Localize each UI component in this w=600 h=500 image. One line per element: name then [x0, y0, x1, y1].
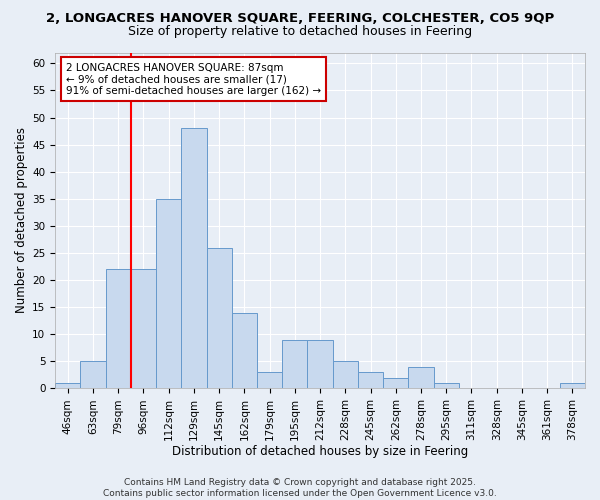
Bar	[282, 340, 307, 388]
Bar	[307, 340, 332, 388]
X-axis label: Distribution of detached houses by size in Feering: Distribution of detached houses by size …	[172, 444, 468, 458]
Bar	[80, 362, 106, 388]
Bar	[181, 128, 206, 388]
Bar	[409, 367, 434, 388]
Bar	[131, 270, 156, 388]
Bar	[332, 362, 358, 388]
Bar	[358, 372, 383, 388]
Text: 2 LONGACRES HANOVER SQUARE: 87sqm
← 9% of detached houses are smaller (17)
91% o: 2 LONGACRES HANOVER SQUARE: 87sqm ← 9% o…	[66, 62, 321, 96]
Y-axis label: Number of detached properties: Number of detached properties	[15, 128, 28, 314]
Text: Size of property relative to detached houses in Feering: Size of property relative to detached ho…	[128, 25, 472, 38]
Bar	[55, 383, 80, 388]
Bar	[383, 378, 409, 388]
Bar	[156, 199, 181, 388]
Bar	[560, 383, 585, 388]
Text: 2, LONGACRES HANOVER SQUARE, FEERING, COLCHESTER, CO5 9QP: 2, LONGACRES HANOVER SQUARE, FEERING, CO…	[46, 12, 554, 26]
Text: Contains HM Land Registry data © Crown copyright and database right 2025.
Contai: Contains HM Land Registry data © Crown c…	[103, 478, 497, 498]
Bar	[232, 312, 257, 388]
Bar	[206, 248, 232, 388]
Bar	[106, 270, 131, 388]
Bar	[434, 383, 459, 388]
Bar	[257, 372, 282, 388]
